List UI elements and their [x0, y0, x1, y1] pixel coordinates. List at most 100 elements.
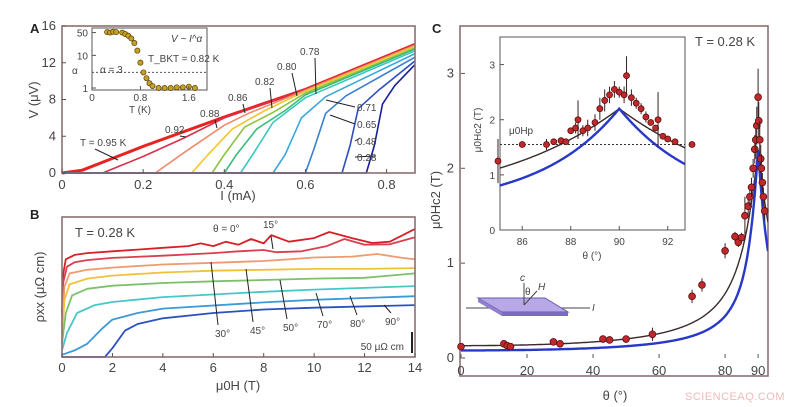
data-point: [744, 202, 752, 211]
inset-point: [137, 59, 144, 66]
series-line-90°: [62, 304, 416, 358]
series-line-45°: [61, 267, 416, 336]
data-point: [543, 141, 550, 148]
data-point: [550, 138, 558, 146]
series-leader: [214, 119, 218, 129]
x-tick-label: 0.8: [133, 93, 147, 104]
panel-c-inset-frame: [499, 36, 686, 231]
data-point: [622, 335, 630, 343]
series-label: 0.82: [255, 77, 275, 88]
panel-c-letter: C: [432, 21, 442, 36]
y-tick-label: 1: [489, 171, 495, 182]
data-point: [664, 135, 672, 143]
panel-b-title: T = 0.28 K: [75, 225, 135, 240]
series-label: θ = 0°: [213, 224, 240, 235]
inset-point: [113, 29, 120, 35]
data-point: [574, 116, 582, 124]
sample-geometry-icon: c θ H I: [466, 273, 595, 316]
data-point: [757, 164, 766, 173]
panel-b-xlabel: μ0H (T): [216, 378, 260, 393]
series-label: 45°: [250, 326, 265, 337]
panel-a-inset-annotation: T_BKT = 0.82 K: [148, 54, 220, 65]
data-point: [721, 247, 729, 255]
data-point: [584, 124, 592, 132]
data-point: [506, 342, 515, 351]
panel-b-series: [61, 228, 416, 358]
scale-bar-label: 50 μΩ cm: [361, 342, 404, 353]
data-point: [652, 124, 660, 132]
data-point: [620, 91, 628, 99]
y-tick-label: 4: [49, 128, 56, 143]
data-point: [654, 116, 662, 124]
data-point: [596, 105, 604, 113]
series-leader: [314, 57, 317, 95]
inset-point: [173, 84, 180, 91]
x-tick-label: 40: [586, 363, 600, 378]
inset-point: [179, 84, 186, 91]
series-leader: [279, 279, 288, 320]
x-tick-label: 1.6: [182, 93, 196, 104]
panel-a-series-labels: T = 0.95 K0.920.880.860.820.800.780.710.…: [80, 47, 377, 164]
series-label: 50°: [283, 323, 298, 334]
panel-b-frame: [61, 216, 416, 358]
series-leader: [354, 155, 376, 158]
series-label: 0.80: [277, 62, 297, 73]
inset-point: [167, 85, 174, 91]
data-point: [760, 207, 769, 215]
series-leader: [383, 304, 392, 314]
theta-label: θ: [525, 287, 531, 298]
data-point: [637, 105, 645, 113]
x-tick-label: 0.8: [378, 177, 396, 192]
series-label: 80°: [350, 319, 365, 330]
x-tick-label: 90: [614, 237, 626, 248]
watermark: SCIENCEAQ.COM: [685, 391, 785, 403]
x-tick-label: 88: [565, 237, 577, 248]
data-point: [591, 119, 599, 126]
fit-curve: [461, 150, 768, 352]
series-leader: [325, 99, 356, 108]
inset-point: [131, 40, 138, 46]
x-tick-label: 4: [159, 360, 166, 375]
panel-c-inset-ticks: 86 88 90 92 0 1 2 3: [489, 61, 673, 248]
sample-slab: [476, 297, 570, 313]
inset-point: [161, 85, 168, 91]
data-point: [688, 292, 696, 301]
data-point: [647, 119, 655, 126]
series-label: 90°: [385, 317, 400, 328]
panel-c-inset-ref-label: μ0Hp: [509, 126, 534, 137]
x-tick-label: 2: [109, 360, 116, 375]
data-point: [698, 281, 706, 289]
data-point: [749, 164, 757, 173]
panel-b-ylabel: ρxx (μΩ cm): [32, 252, 47, 323]
panel-c-title: T = 0.28 K: [695, 34, 755, 49]
panel-a-xlabel: I (mA): [220, 188, 255, 203]
data-point: [737, 233, 746, 242]
panel-a-inset-frame: [91, 27, 208, 91]
data-point: [642, 113, 650, 121]
x-tick-label: 0.4: [215, 177, 233, 192]
inset-point: [128, 35, 135, 42]
y-tick-label: 8: [49, 92, 56, 107]
series-label: 0.88: [200, 109, 220, 120]
panel-b-series-labels: θ = 0° 15° 30° 45° 50° 70° 80° 90°: [210, 220, 400, 340]
data-point: [648, 330, 657, 339]
data-point: [754, 117, 763, 125]
fit-curve: [500, 106, 685, 187]
series-leader: [245, 268, 254, 323]
y-tick-label: 0: [489, 226, 495, 237]
x-tick-label: 8: [260, 360, 267, 375]
y-tick-label: 1: [447, 255, 454, 270]
series-label: 15°: [263, 220, 278, 231]
series-label: 0.78: [300, 47, 320, 58]
data-point: [549, 338, 558, 346]
data-point: [518, 141, 526, 148]
data-point: [623, 72, 630, 79]
series-leader: [291, 72, 298, 97]
current-label: I: [592, 303, 595, 314]
x-tick-label: 0: [58, 360, 65, 375]
sample-slab-side: [478, 298, 502, 316]
y-tick-label: 3: [447, 65, 454, 80]
